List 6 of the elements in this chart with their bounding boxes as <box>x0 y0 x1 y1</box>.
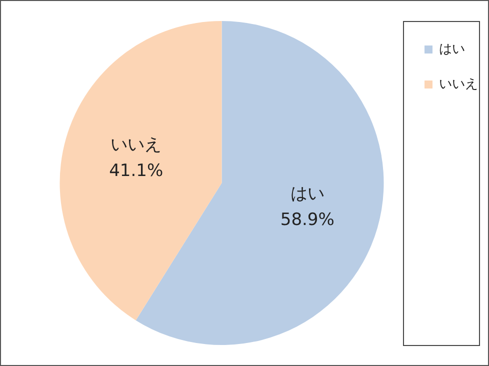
legend-label: いいえ <box>439 76 478 92</box>
slice-label: はい <box>290 184 324 204</box>
slice-label: いいえ <box>110 134 162 155</box>
data-label: 58.9% <box>280 210 334 230</box>
legend-label: はい <box>439 42 465 57</box>
data-label: 41.1% <box>109 160 164 181</box>
